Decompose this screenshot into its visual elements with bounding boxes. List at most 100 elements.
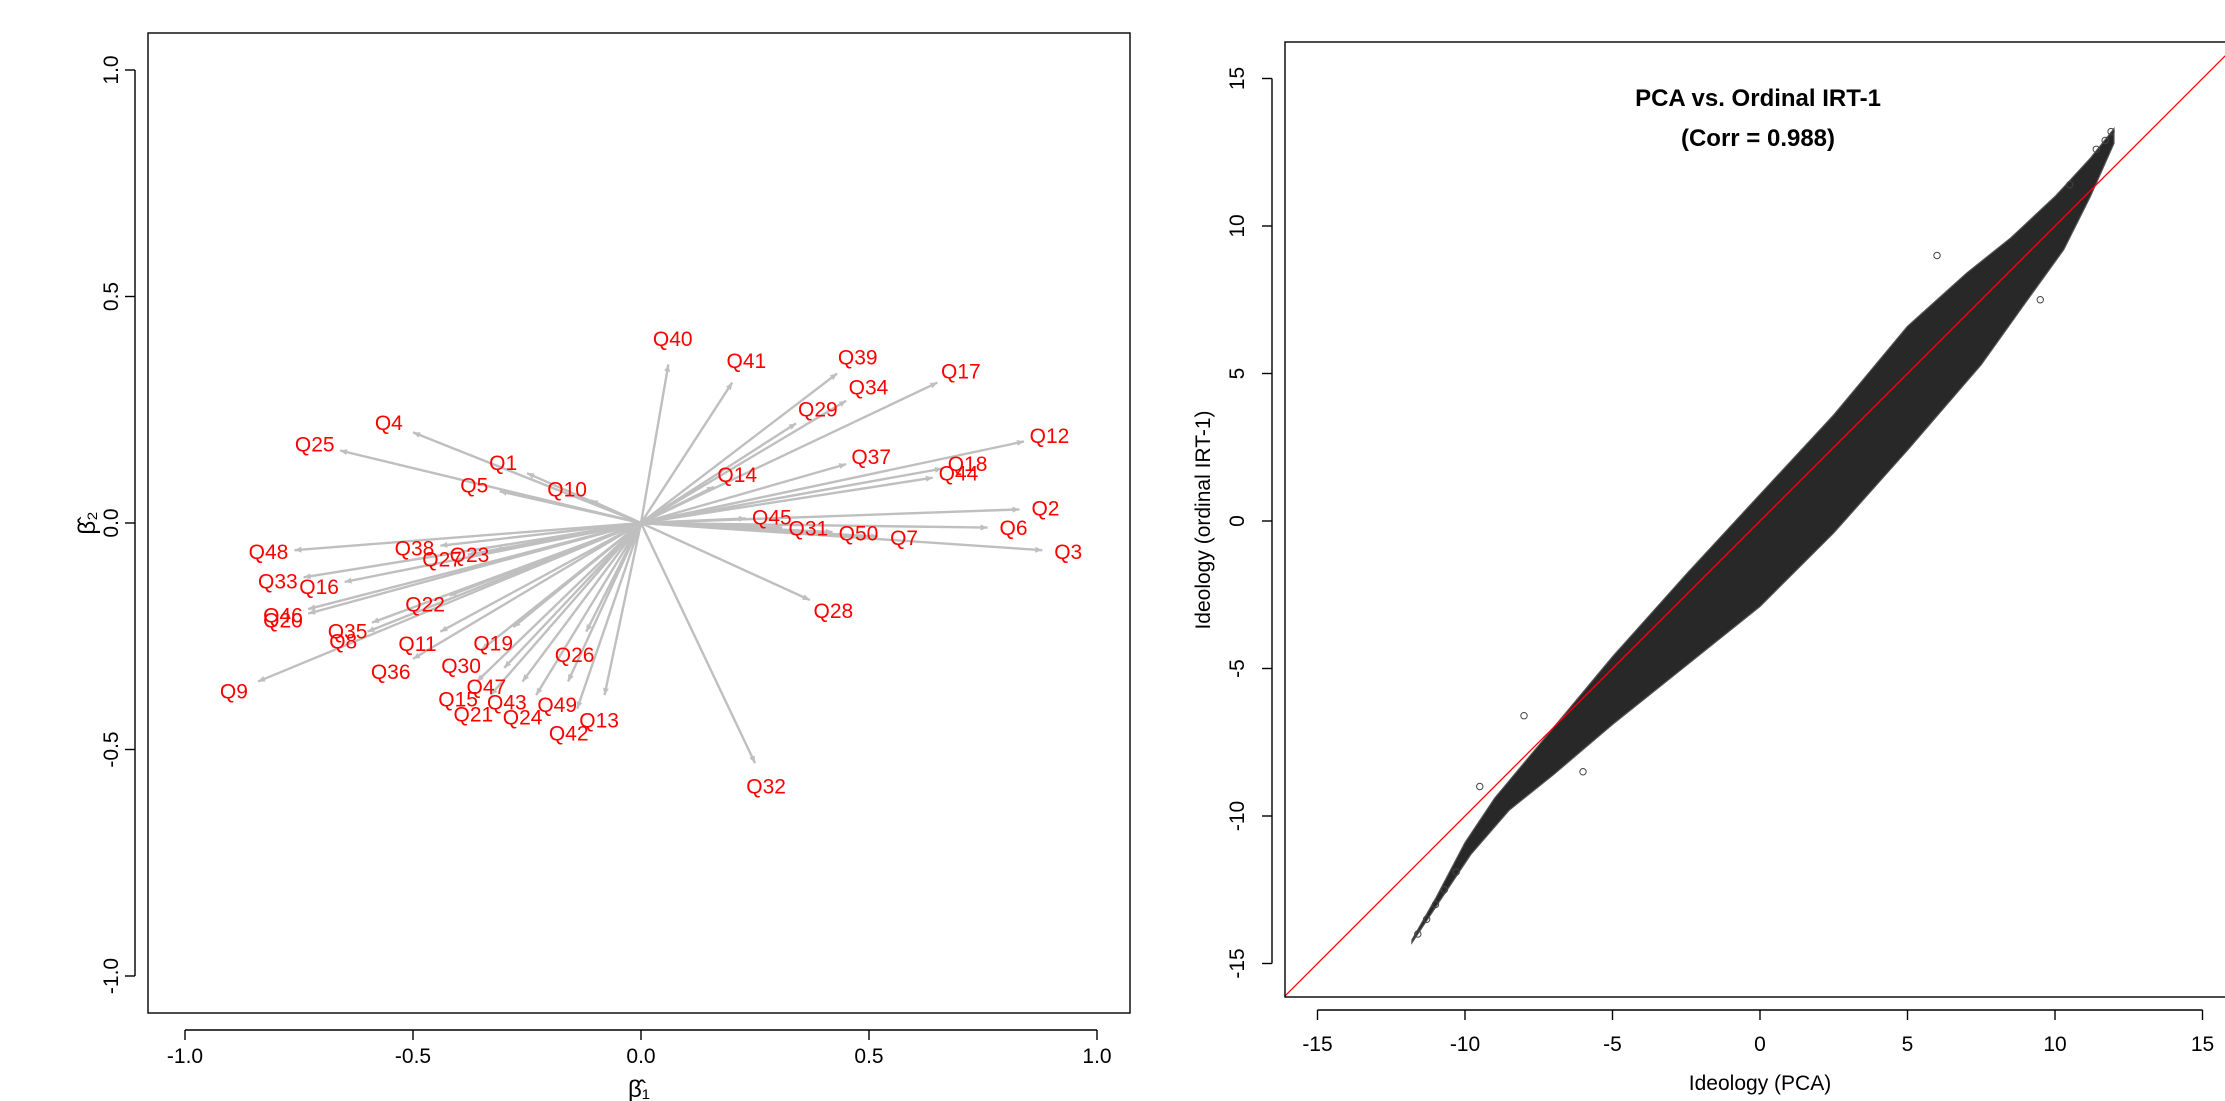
- loading-label: Q44: [939, 463, 979, 486]
- loading-label: Q33: [258, 570, 298, 593]
- scatter-point: [1452, 868, 1460, 876]
- scatter-y-tick-label: -10: [1226, 801, 1249, 831]
- loading-arrow-tip: [829, 373, 838, 381]
- scatter-title: PCA vs. Ordinal IRT-1: [1635, 85, 1881, 112]
- loading-arrow-tip: [490, 687, 498, 696]
- scatter-x-tick-label: -10: [1450, 1033, 1480, 1056]
- loading-arrow: [412, 431, 642, 525]
- scatter-y-tick-label: -5: [1226, 659, 1249, 678]
- loading-label: Q29: [798, 398, 838, 421]
- loading-arrow: [639, 522, 757, 764]
- loading-arrow-tip: [308, 608, 316, 615]
- biplot-x-tick-label: 1.0: [1082, 1045, 1111, 1068]
- loading-arrow-tip: [344, 577, 353, 584]
- loading-arrow-tip: [788, 423, 797, 430]
- biplot-y-tick-label: 0.5: [100, 282, 123, 311]
- loading-label: Q17: [941, 360, 981, 383]
- loading-arrow-tip: [413, 432, 421, 438]
- loading-label: Q7: [890, 527, 918, 550]
- loading-label: Q12: [1030, 425, 1070, 448]
- biplot-frame: [147, 32, 1131, 1014]
- loading-label: Q39: [838, 347, 878, 370]
- loading-arrow-tip: [738, 515, 746, 522]
- biplot-y-tick-label: 1.0: [100, 55, 123, 84]
- biplot-x-tick-label: -1.0: [167, 1045, 203, 1068]
- scatter-x-axis: -15 -10 -5 0 5 10 15: [1302, 1009, 2214, 1056]
- loading-arrow-tip: [303, 573, 311, 580]
- loading-arrow: [303, 521, 642, 579]
- loading-arrow: [640, 521, 811, 602]
- loading-arrow: [640, 399, 847, 525]
- loading-arrow-tip: [934, 466, 942, 473]
- loading-label: Q10: [547, 479, 587, 502]
- loading-label: Q26: [555, 644, 595, 667]
- loading-arrow-tip: [576, 701, 583, 709]
- scatter-y-axis-title: Ideology (ordinal IRT-1): [1192, 410, 1215, 629]
- scatter-y-tick-label: 5: [1226, 368, 1249, 380]
- loading-arrow: [640, 462, 847, 525]
- loading-arrow: [499, 490, 642, 525]
- loading-arrow-tip: [499, 489, 508, 496]
- biplot-y-tick-label: -0.5: [100, 731, 123, 767]
- biplot-x-tick-label: -0.5: [395, 1045, 431, 1068]
- loading-arrow: [503, 522, 642, 669]
- biplot-y-axis-title: β̂₂: [74, 511, 101, 534]
- loading-label: Q6: [1000, 517, 1028, 540]
- loading-arrow: [576, 522, 643, 710]
- loading-arrow-tip: [929, 382, 938, 389]
- loading-arrow: [521, 522, 642, 683]
- scatter-x-tick-label: -5: [1603, 1033, 1622, 1056]
- loading-arrow: [640, 521, 1043, 552]
- loading-arrow: [640, 467, 943, 525]
- scatter-point: [2107, 127, 2115, 136]
- loading-arrow-tip: [467, 550, 476, 557]
- loading-label: Q50: [839, 522, 879, 545]
- loading-arrow-tip: [1035, 546, 1043, 553]
- biplot-x-axis: -1.0 -0.5 0.0 0.5 1.0: [167, 1029, 1112, 1068]
- loading-label: Q16: [299, 576, 339, 599]
- scatter-point: [1440, 886, 1449, 894]
- scatter-point: [1579, 768, 1587, 776]
- biplot-y-tick-label: 0.0: [100, 508, 123, 537]
- loading-label: Q28: [814, 600, 854, 623]
- biplot-x-tick-label: 0.5: [854, 1045, 883, 1068]
- loading-label: Q49: [537, 694, 577, 717]
- identity-line: [1285, 55, 2225, 997]
- loading-label: Q27: [422, 548, 462, 571]
- biplot-arrows: [257, 364, 1043, 764]
- loading-label: Q19: [473, 633, 513, 656]
- loading-arrow-tip: [838, 400, 847, 407]
- loading-arrow-tip: [536, 687, 543, 696]
- loading-label: Q15: [438, 689, 478, 712]
- scatter-points: [1411, 126, 2115, 945]
- loading-arrow: [640, 521, 988, 529]
- loading-label: Q42: [549, 722, 589, 745]
- loading-arrow: [535, 522, 643, 696]
- loading-arrow: [344, 521, 642, 584]
- loading-arrow: [639, 381, 734, 524]
- scatter-point: [1422, 915, 1431, 923]
- loading-arrow-tip: [476, 674, 484, 682]
- loading-arrow-tip: [440, 625, 448, 632]
- loading-arrow: [294, 521, 642, 552]
- loading-label: Q23: [450, 544, 490, 567]
- scatter-point: [1476, 782, 1484, 791]
- scatter-point: [2101, 136, 2109, 145]
- loading-arrow-tip: [504, 660, 512, 668]
- scatter-panel: PCA vs. Ordinal IRT-1 (Corr = 0.988) -15…: [1192, 41, 2225, 1095]
- loading-arrow-tip: [413, 652, 421, 659]
- loading-arrow-tip: [440, 541, 448, 548]
- scatter-point: [1414, 930, 1422, 938]
- loading-arrow: [257, 521, 642, 683]
- loading-label: Q21: [454, 704, 494, 727]
- biplot-x-tick-label: 0.0: [626, 1045, 655, 1068]
- scatter-point: [2066, 181, 2074, 189]
- loading-label: Q36: [371, 661, 411, 684]
- loading-label: Q2: [1031, 497, 1059, 520]
- loading-label: Q43: [487, 691, 527, 714]
- loading-arrow: [640, 476, 934, 525]
- loading-label: Q3: [1054, 541, 1082, 564]
- loading-arrow: [480, 522, 642, 651]
- loading-label: Q38: [395, 538, 435, 561]
